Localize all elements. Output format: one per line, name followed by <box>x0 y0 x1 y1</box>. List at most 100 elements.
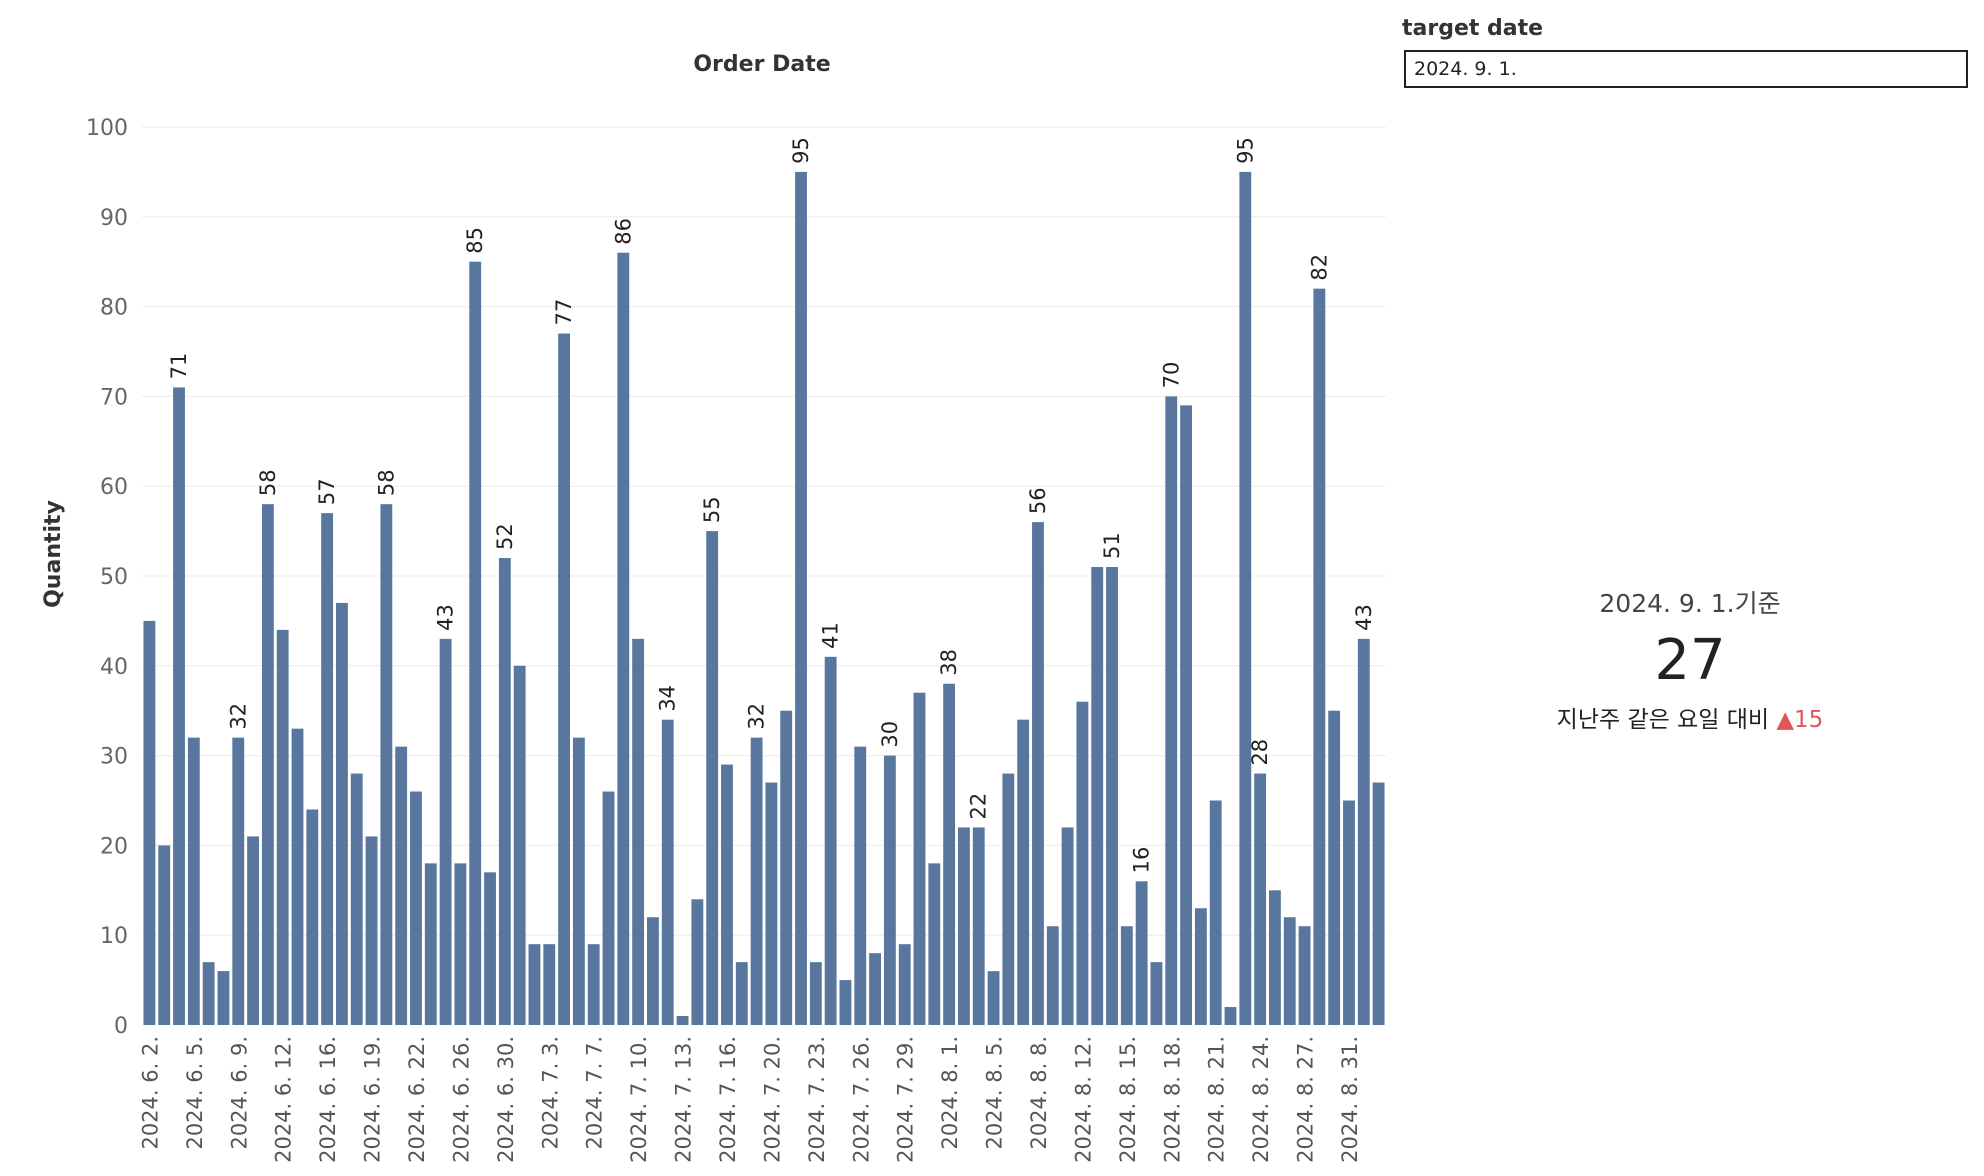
bar <box>839 980 852 1025</box>
kpi-value: 27 <box>1654 628 1726 693</box>
bar <box>1372 782 1385 1025</box>
data-label: 22 <box>967 793 991 820</box>
bar <box>750 737 763 1025</box>
x-axis-ticks: 2024. 6. 2. 2024. 6. 5. 2024. 6. 9. 2024. 6… <box>138 1036 1362 1163</box>
bars <box>143 171 1385 1026</box>
bar <box>395 746 408 1025</box>
bar <box>809 962 822 1025</box>
x-tick-label: 2024. 7. 23. <box>805 1036 829 1163</box>
bar <box>454 863 467 1025</box>
x-tick-label: 2024. 6. 19. <box>361 1036 385 1163</box>
bar <box>854 746 867 1025</box>
y-tick-label: 40 <box>100 655 128 680</box>
kpi-delta-value: 15 <box>1794 707 1824 733</box>
bar <box>543 944 556 1025</box>
x-tick-label: 2024. 8. 18. <box>1160 1036 1184 1163</box>
x-tick-label: 2024. 8. 5. <box>983 1036 1007 1150</box>
data-label: 77 <box>552 299 576 326</box>
y-tick-label: 0 <box>114 1014 128 1039</box>
y-axis-label: Quantity <box>41 500 66 608</box>
x-tick-label: 2024. 6. 12. <box>272 1036 296 1163</box>
bar <box>276 629 289 1025</box>
target-date-input[interactable]: 2024. 9. 1. <box>1404 50 1968 88</box>
x-tick-label: 2024. 7. 16. <box>716 1036 740 1163</box>
bar <box>513 665 526 1025</box>
bar <box>1239 171 1252 1025</box>
data-label: 30 <box>878 721 902 748</box>
x-tick-label: 2024. 6. 5. <box>183 1036 207 1150</box>
data-label: 70 <box>1159 362 1183 389</box>
y-axis-ticks: 0 10 20 30 40 50 60 70 80 90 100 <box>86 116 128 1039</box>
bar <box>173 387 185 1025</box>
bar <box>1328 710 1341 1025</box>
up-triangle-icon: ▲ <box>1776 707 1795 733</box>
bar <box>202 962 215 1025</box>
bar <box>1269 890 1281 1025</box>
kpi-compare: 지난주 같은 요일 대비 ▲15 <box>1430 700 1950 734</box>
x-tick-label: 2024. 6. 2. <box>138 1036 162 1150</box>
bar <box>469 261 482 1025</box>
data-label: 43 <box>1352 604 1376 631</box>
data-label: 85 <box>463 227 487 254</box>
grid-lines <box>142 126 1386 936</box>
bar <box>572 737 585 1025</box>
data-label: 58 <box>374 469 398 496</box>
data-label: 71 <box>167 353 191 380</box>
bar <box>484 872 496 1025</box>
bar <box>247 836 259 1025</box>
y-tick-label: 70 <box>100 385 128 410</box>
data-label: 34 <box>656 685 680 712</box>
bar <box>1032 522 1044 1025</box>
bar <box>1298 926 1311 1025</box>
bar <box>1209 800 1222 1025</box>
bar <box>1135 881 1148 1025</box>
x-tick-label: 2024. 7. 10. <box>627 1036 651 1163</box>
bar <box>1180 405 1192 1025</box>
data-label: 55 <box>700 496 724 523</box>
y-tick-label: 20 <box>100 834 128 859</box>
bar <box>1017 719 1030 1025</box>
kpi-date: 2024. 9. 1.기준 <box>1599 589 1781 618</box>
kpi-compare-text: 지난주 같은 요일 대비 <box>1556 707 1770 733</box>
data-label: 43 <box>434 604 458 631</box>
kpi-delta: ▲15 <box>1776 707 1823 733</box>
x-tick-label: 2024. 6. 16. <box>316 1036 340 1163</box>
x-tick-label: 2024. 6. 9. <box>227 1036 251 1150</box>
bar <box>1283 917 1296 1025</box>
bar <box>676 1016 689 1025</box>
bar <box>869 953 881 1025</box>
bar <box>795 171 807 1025</box>
x-tick-label: 2024. 7. 3. <box>538 1036 562 1150</box>
x-tick-label: 2024. 8. 24. <box>1249 1036 1273 1163</box>
bar <box>1120 926 1133 1025</box>
bar <box>1254 773 1267 1025</box>
bar <box>883 755 896 1025</box>
bar <box>913 692 926 1025</box>
bar <box>1106 567 1118 1025</box>
bar <box>735 962 748 1025</box>
x-tick-label: 2024. 7. 29. <box>894 1036 918 1163</box>
y-tick-label: 100 <box>86 116 128 141</box>
bar <box>424 863 437 1025</box>
y-tick-label: 50 <box>100 565 128 590</box>
bar <box>1343 800 1355 1025</box>
bar <box>217 971 230 1025</box>
bar <box>1046 926 1059 1025</box>
bar <box>439 638 452 1025</box>
x-tick-label: 2024. 8. 15. <box>1116 1036 1140 1163</box>
bar <box>1091 567 1104 1025</box>
bar <box>380 504 393 1025</box>
bar <box>898 944 911 1025</box>
bar <box>1224 1007 1237 1025</box>
bar <box>306 809 319 1025</box>
bar <box>1357 638 1370 1025</box>
data-labels: 71 32 58 57 58 43 85 52 77 86 34 55 32 95 41 30 38 22 56 51… <box>167 137 1376 873</box>
data-label: 51 <box>1100 532 1124 559</box>
bar <box>943 683 956 1025</box>
bar <box>602 791 615 1025</box>
bar <box>765 782 778 1025</box>
bar <box>1313 288 1326 1025</box>
data-label: 32 <box>745 703 769 730</box>
bar <box>321 513 334 1025</box>
bar <box>987 971 1000 1025</box>
